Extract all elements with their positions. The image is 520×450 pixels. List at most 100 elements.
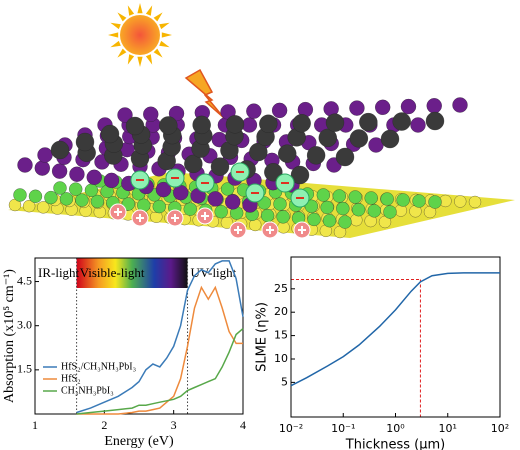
sun-ray (117, 48, 127, 58)
sun-ray (108, 32, 119, 38)
sun-ray (153, 48, 163, 58)
plus-sign (298, 226, 306, 234)
x-tick-label: 10² (491, 422, 509, 435)
x-axis-label: Energy (eV) (104, 434, 174, 449)
hafnium-atom (383, 205, 397, 219)
iodine-atom (34, 160, 50, 176)
iodine-atom (400, 98, 417, 115)
y-tick-label: 1.5 (17, 362, 32, 376)
lead-atom (264, 163, 283, 182)
hafnium-atom (316, 188, 330, 202)
illustration (8, 3, 515, 239)
sun-ray (110, 40, 121, 48)
plot-frame (34, 257, 244, 415)
legend-label: HfS₂ (61, 373, 81, 384)
hafnium-atom (348, 190, 362, 204)
sulfur-atom (37, 201, 50, 214)
sun-ray (145, 5, 153, 16)
sun-ray (137, 56, 143, 67)
y-tick-label: 4.5 (17, 273, 32, 287)
x-axis-label: Thickness (μm) (345, 438, 445, 450)
lead-atom (292, 114, 311, 133)
hafnium-atom (220, 182, 235, 196)
sun-ray (145, 54, 153, 65)
hafnium-atom (364, 191, 378, 205)
iodine-atom (375, 99, 391, 115)
hafnium-atom (75, 193, 89, 207)
x-tick-label: 2 (101, 418, 107, 432)
lead-atom (278, 144, 297, 163)
lead-atom (425, 111, 445, 131)
iodine-atom (51, 163, 68, 179)
lead-atom (75, 132, 95, 152)
lead-atom (325, 113, 345, 132)
sun-ray (153, 12, 163, 22)
sun-ray (110, 22, 121, 30)
x-tick-label: 4 (240, 418, 246, 432)
plus-sign (201, 212, 209, 220)
sulfur-atom (468, 195, 482, 209)
hafnium-atom (28, 189, 43, 203)
hafnium-atom (276, 210, 290, 224)
region-label: IR-light (38, 265, 80, 280)
lead-atom (259, 114, 278, 133)
iodine-atom (271, 102, 288, 119)
x-tick-label: 10⁰ (386, 422, 405, 435)
hafnium-atom (396, 193, 410, 207)
iodine-atom (452, 97, 468, 113)
spectrum-bar (76, 258, 188, 288)
sun (108, 3, 172, 67)
iodine-atom (143, 106, 159, 122)
hafnium-atom (90, 194, 105, 209)
hafnium-atom (121, 197, 135, 211)
legend-label: CH₃NH₃PbI₃ (61, 385, 114, 396)
plus-sign (114, 208, 122, 216)
y-axis-label: Absorption (x10⁵ cm⁻¹) (2, 269, 17, 403)
sun-ray (159, 40, 170, 48)
hafnium-atom (332, 189, 346, 203)
plus-sign (136, 214, 144, 222)
sulfur-atom (454, 195, 467, 208)
sun-ray (127, 5, 135, 16)
lead-atom (50, 140, 70, 160)
region-label: Visible-light (80, 265, 145, 280)
hafnium-atom (336, 201, 350, 216)
series-line (76, 285, 243, 415)
hafnium-atom (307, 212, 321, 227)
iodine-atom (37, 147, 53, 163)
iodine-atom (69, 166, 85, 182)
series-line (76, 260, 244, 414)
lead-atom (210, 157, 230, 176)
iodine-atom (426, 98, 442, 114)
lead-atom (380, 129, 400, 149)
hafnium-atom (59, 192, 74, 206)
iodine-atom (241, 117, 258, 133)
lead-atom (359, 112, 378, 132)
lead-atom (249, 142, 268, 162)
lead-atom (100, 124, 120, 144)
iodine-atom (17, 157, 33, 173)
hafnium-atom (44, 190, 58, 205)
plot-frame (290, 256, 501, 418)
series-line (76, 328, 244, 415)
hafnium-atom (260, 208, 275, 223)
x-tick-label: 10¹ (439, 422, 457, 435)
hafnium-atom (367, 204, 381, 218)
lead-atom (306, 146, 326, 165)
plus-sign (234, 226, 242, 234)
hafnium-atom (69, 182, 83, 196)
iodine-atom (246, 103, 262, 119)
hafnium-atom (322, 214, 337, 228)
legend-label: HfS₂/CH₃NH₃PbI₃ (61, 361, 136, 372)
plus-sign (171, 214, 179, 222)
hafnium-atom (351, 203, 366, 217)
hafnium-atom (412, 194, 426, 208)
sulfur-atom (22, 200, 36, 213)
lead-atom (125, 116, 145, 136)
lead-atom (392, 112, 411, 131)
hafnium-atom (273, 197, 287, 211)
lead-atom (184, 154, 203, 174)
y-tick-label: 20 (274, 305, 288, 318)
hafnium-atom (53, 181, 67, 195)
